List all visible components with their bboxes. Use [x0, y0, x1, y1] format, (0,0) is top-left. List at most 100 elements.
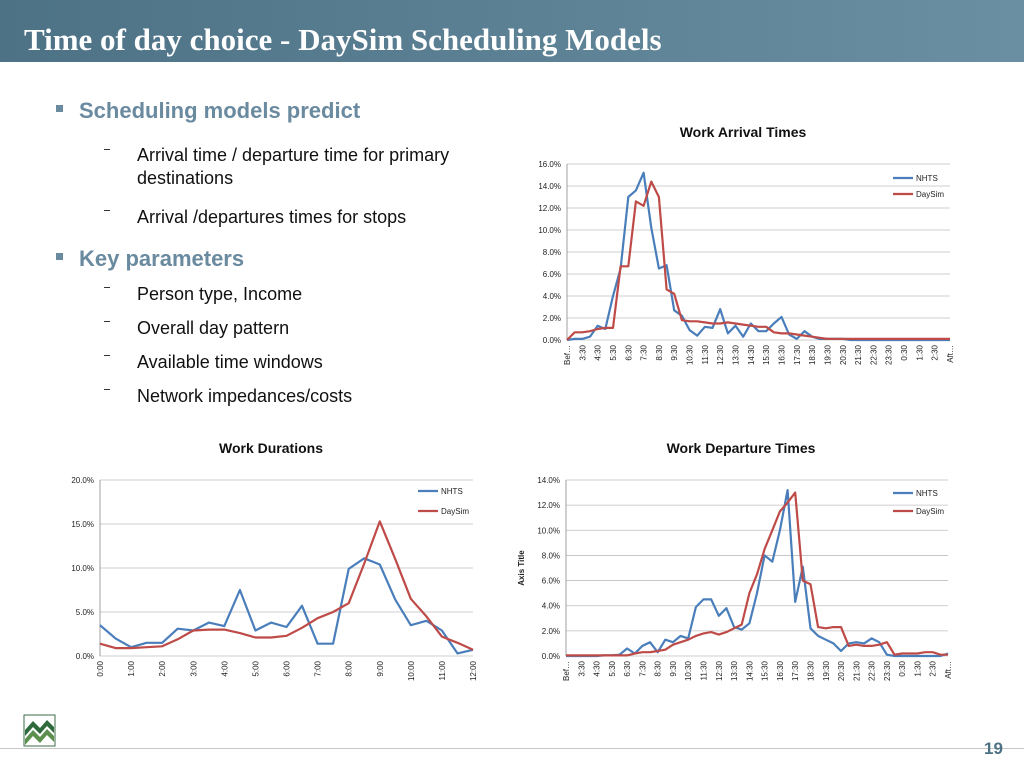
- series-line: [566, 489, 949, 658]
- x-tick-label: 17:30: [793, 344, 802, 365]
- x-tick-label: 20:30: [837, 660, 846, 681]
- x-tick-label: 7:00: [314, 660, 323, 676]
- page-number: 19: [984, 739, 1003, 758]
- x-tick-label: 10:30: [686, 344, 695, 365]
- x-tick-label: 6:30: [623, 660, 632, 676]
- y-tick-label: 14.0%: [537, 476, 560, 485]
- x-tick-label: 4:00: [220, 660, 229, 676]
- x-tick-label: 4:30: [594, 344, 603, 360]
- x-tick-label: 23:30: [883, 660, 892, 681]
- x-tick-label: 11:00: [438, 660, 447, 680]
- sub-marker: [104, 287, 110, 288]
- x-tick-label: 0:00: [96, 660, 105, 676]
- slide-title: Time of day choice - DaySim Scheduling M…: [24, 22, 662, 57]
- y-tick-label: 10.0%: [71, 564, 94, 573]
- x-tick-label: 21:30: [852, 660, 861, 681]
- series-line: [566, 180, 950, 341]
- x-tick-label: 13:30: [730, 660, 739, 681]
- x-tick-label: 5:00: [251, 660, 260, 676]
- y-tick-label: 4.0%: [543, 292, 561, 301]
- sub-bullet: Arrival time / departure time for primar…: [137, 145, 450, 188]
- series-line: [566, 491, 948, 657]
- x-tick-label: 22:30: [868, 660, 877, 681]
- x-tick-label: 12:30: [715, 660, 724, 681]
- x-tick-label: 11:30: [700, 660, 709, 680]
- x-tick-label: 5:30: [608, 660, 617, 676]
- chart-title: Work Durations: [219, 440, 323, 456]
- x-tick-label: Aft…: [944, 661, 953, 679]
- x-tick-label: 3:30: [578, 344, 587, 360]
- x-tick-label: 19:30: [823, 344, 832, 365]
- x-tick-label: 10:30: [684, 660, 693, 681]
- x-tick-label: 15:30: [762, 344, 771, 365]
- y-tick-label: 10.0%: [537, 526, 560, 535]
- y-tick-label: 16.0%: [538, 160, 561, 169]
- y-tick-label: 8.0%: [542, 551, 560, 560]
- y-tick-label: 20.0%: [71, 476, 94, 485]
- y-tick-label: 12.0%: [537, 501, 560, 510]
- series-line: [99, 520, 474, 651]
- sub-bullet: Available time windows: [137, 352, 323, 372]
- x-tick-label: 18:30: [808, 344, 817, 365]
- y-tick-label: 6.0%: [542, 577, 560, 586]
- x-tick-label: 21:30: [854, 344, 863, 365]
- x-tick-label: 9:30: [670, 344, 679, 360]
- legend-label: DaySim: [441, 507, 469, 516]
- sub-bullet: Person type, Income: [137, 284, 303, 304]
- x-tick-label: 9:00: [376, 660, 385, 676]
- x-tick-label: 1:30: [913, 660, 922, 676]
- x-tick-label: 16:30: [776, 660, 785, 681]
- x-tick-label: 16:30: [777, 344, 786, 365]
- x-tick-label: 19:30: [822, 660, 831, 681]
- x-tick-label: 6:00: [283, 660, 292, 676]
- y-axis-title: Axis Title: [517, 550, 526, 586]
- x-tick-label: 7:30: [640, 344, 649, 360]
- y-tick-label: 6.0%: [543, 270, 561, 279]
- y-tick-label: 10.0%: [538, 226, 561, 235]
- x-tick-label: 9:30: [669, 660, 678, 676]
- bullet: Scheduling models predict: [79, 98, 361, 123]
- x-tick-label: 0:30: [900, 344, 909, 360]
- y-tick-label: 2.0%: [542, 627, 560, 636]
- bullet: Key parameters: [79, 246, 245, 271]
- x-tick-label: 1:30: [915, 344, 924, 360]
- y-tick-label: 15.0%: [71, 520, 94, 529]
- x-tick-label: 12:00: [469, 660, 478, 681]
- y-tick-label: 0.0%: [76, 652, 94, 661]
- legend-label: NHTS: [441, 487, 463, 496]
- chart-title: Work Departure Times: [667, 440, 816, 456]
- x-tick-label: 14:30: [747, 344, 756, 365]
- logo: [23, 714, 56, 747]
- bullet-marker: [56, 253, 63, 260]
- x-tick-label: Bef…: [562, 661, 571, 681]
- y-tick-label: 12.0%: [538, 204, 561, 213]
- x-tick-label: Aft…: [946, 345, 955, 363]
- x-tick-label: 5:30: [609, 344, 618, 360]
- x-tick-label: 12:30: [716, 344, 725, 365]
- legend-label: NHTS: [916, 489, 938, 498]
- x-tick-label: 3:00: [189, 660, 198, 676]
- sub-bullet: Arrival /departures times for stops: [137, 207, 407, 227]
- series-line: [99, 557, 474, 655]
- series-line: [566, 171, 950, 342]
- x-tick-label: 6:30: [624, 344, 633, 360]
- x-tick-label: 17:30: [791, 660, 800, 681]
- y-tick-label: 5.0%: [76, 608, 94, 617]
- sub-marker: [104, 389, 110, 390]
- sub-marker: [104, 210, 110, 211]
- x-tick-label: 15:30: [761, 660, 770, 681]
- sub-bullet: Overall day pattern: [137, 318, 290, 338]
- x-tick-label: 13:30: [732, 344, 741, 365]
- x-tick-label: 8:30: [655, 344, 664, 360]
- chart-title: Work Arrival Times: [680, 124, 807, 140]
- x-tick-label: 8:00: [345, 660, 354, 676]
- legend-label: DaySim: [916, 507, 944, 516]
- y-tick-label: 0.0%: [542, 652, 560, 661]
- x-tick-label: Bef…: [563, 345, 572, 365]
- bullet-marker: [56, 105, 63, 112]
- x-tick-label: 10:00: [407, 660, 416, 681]
- y-tick-label: 8.0%: [543, 248, 561, 257]
- y-tick-label: 2.0%: [543, 314, 561, 323]
